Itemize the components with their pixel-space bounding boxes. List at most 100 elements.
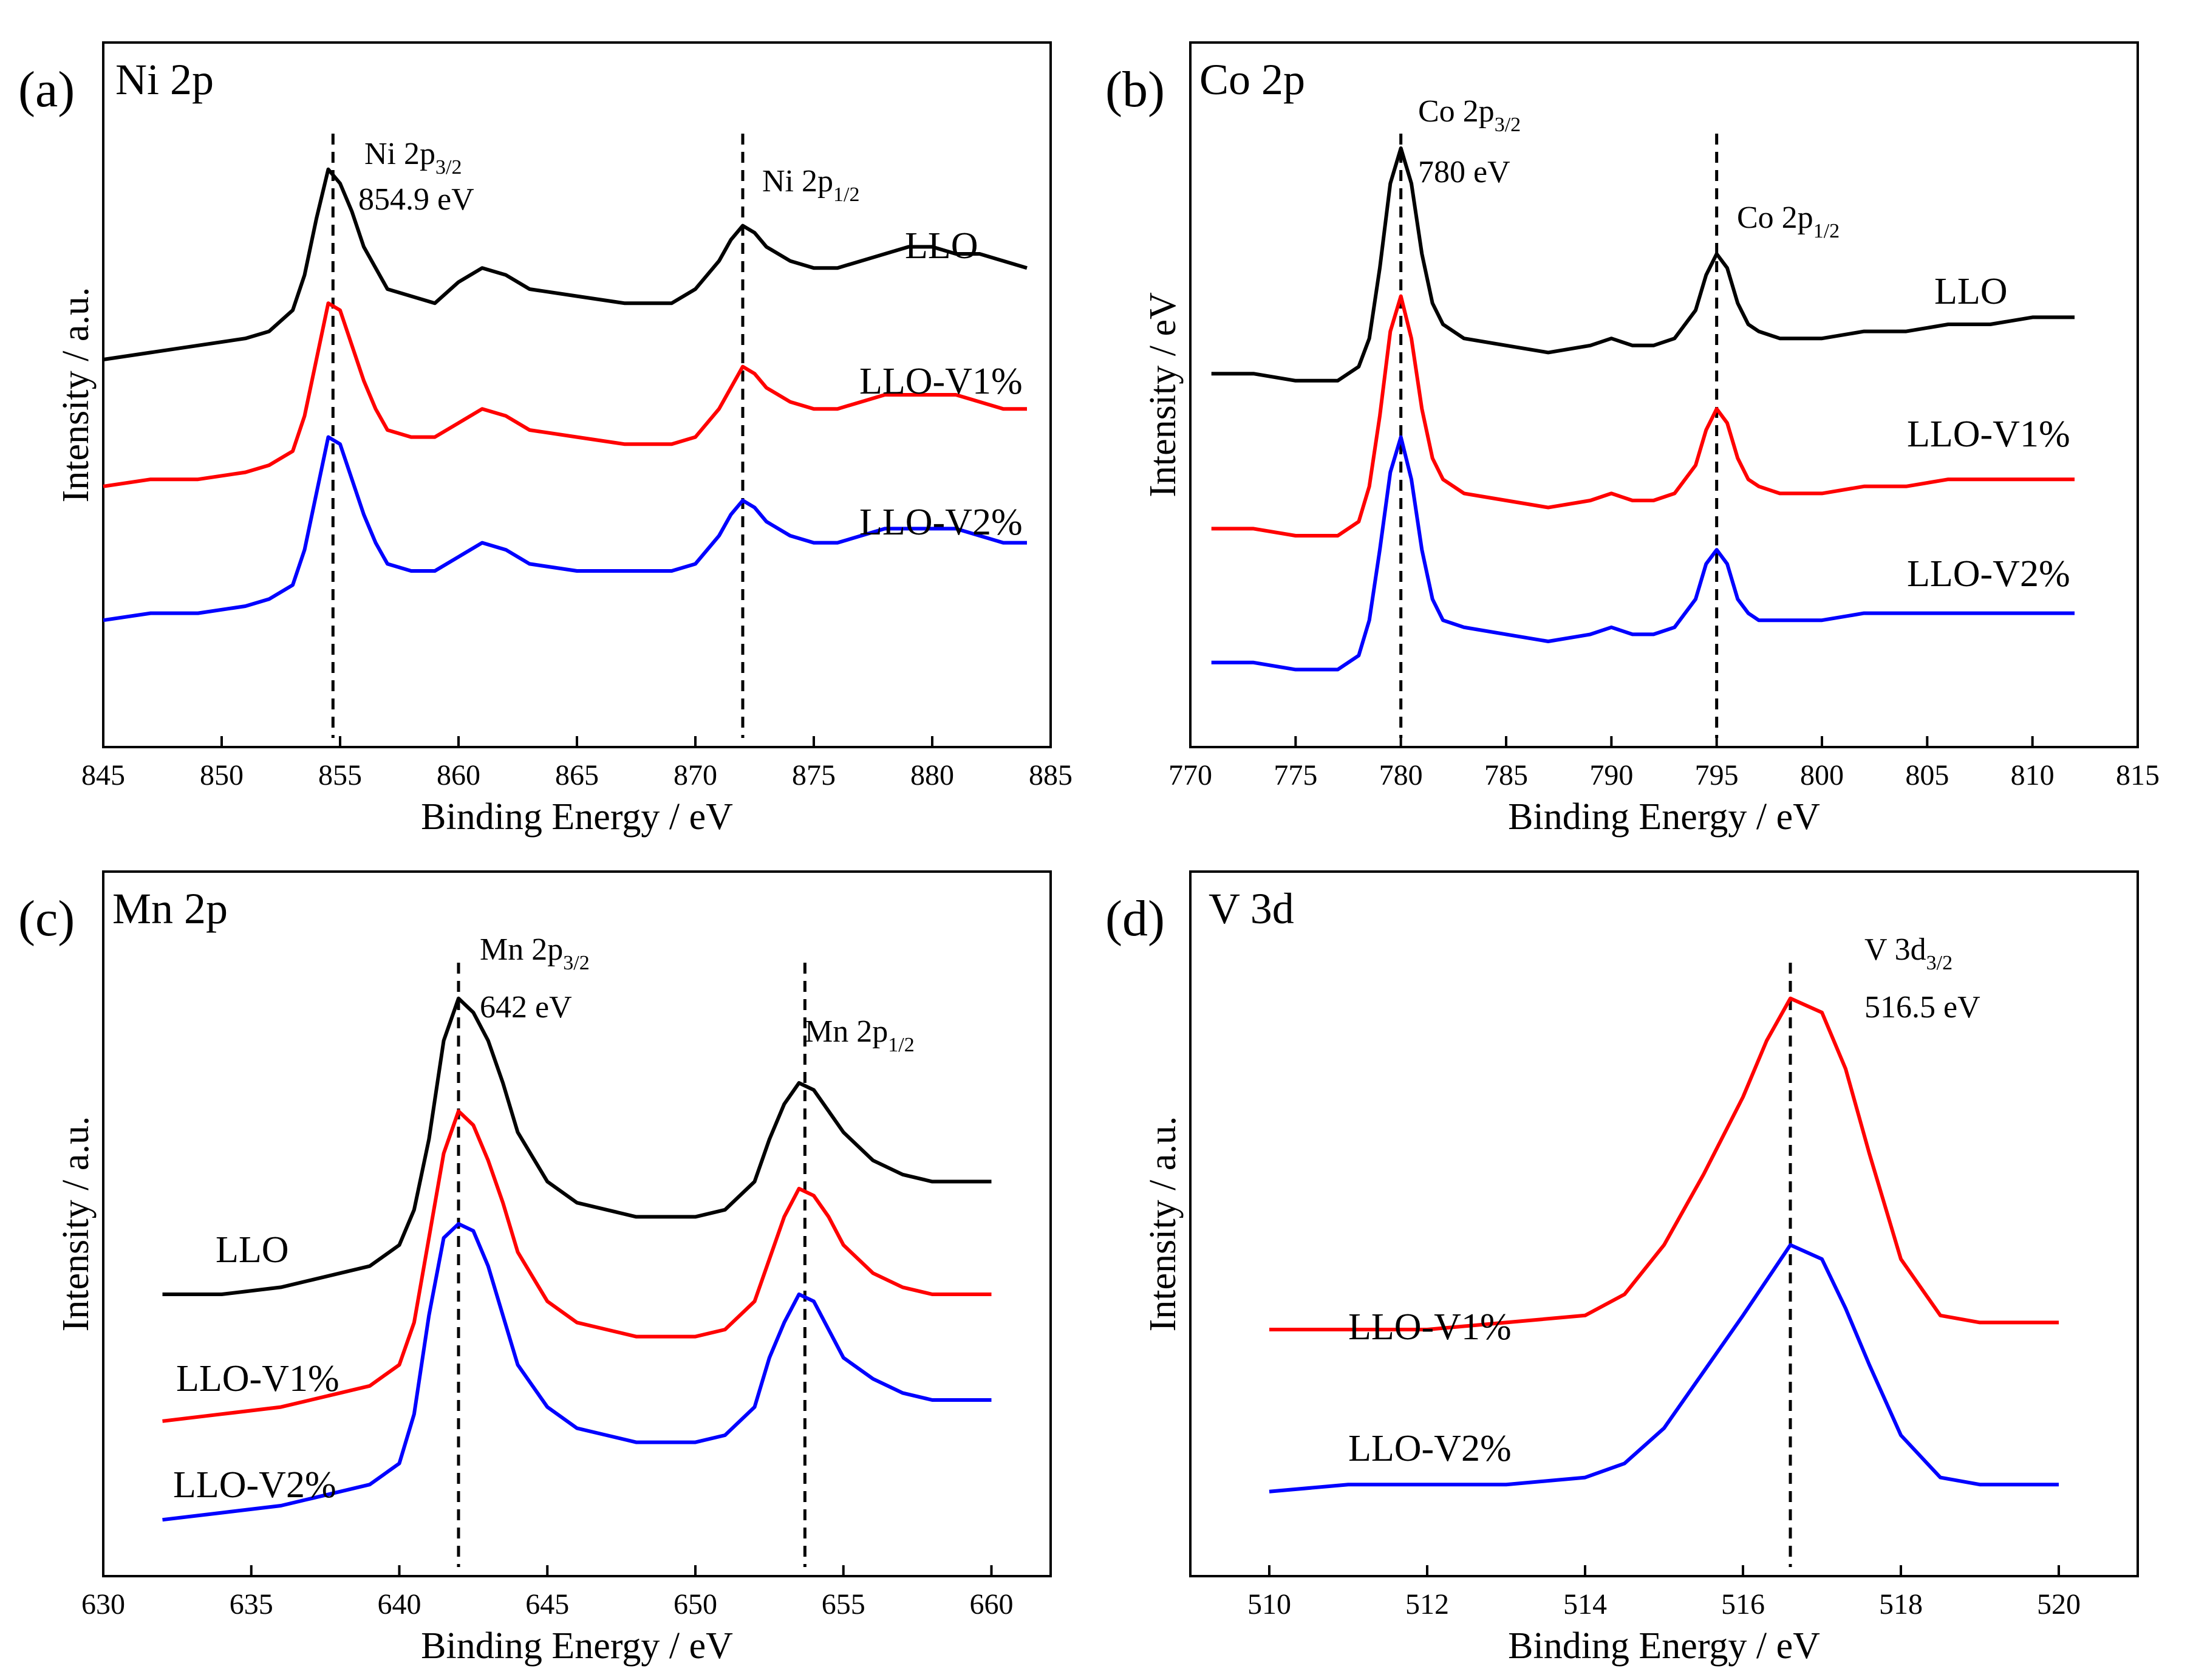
x-tick-label-c-640: 640 bbox=[378, 1588, 421, 1620]
panel-c: (c) Mn 2p Intensity / a.u. Binding Energ… bbox=[18, 870, 1052, 1667]
peak-energy-co-2p3: 780 eV bbox=[1418, 155, 1510, 190]
x-tick-label-a-875: 875 bbox=[792, 759, 836, 791]
x-tick-label-d-514: 514 bbox=[1563, 1588, 1607, 1620]
panel-c-ticks: 630 635 640 645 650 655 660 bbox=[81, 1565, 1014, 1620]
x-tick-label-b-815: 815 bbox=[2116, 759, 2160, 791]
panel-c-frame bbox=[102, 870, 1052, 1577]
peak-label-ni-2p3: Ni 2p3/2 bbox=[364, 137, 462, 179]
panel-c-series bbox=[162, 996, 992, 1522]
peak-label-co-2p3-base: Co 2p bbox=[1418, 94, 1495, 129]
panel-d-ticks: 510 512 514 516 518 520 bbox=[1247, 1565, 2081, 1620]
peak-label-ni-2p1-sub: 1/2 bbox=[833, 183, 859, 206]
legend-b-llo: LLO bbox=[1934, 271, 2008, 312]
legend-a-llo-v1: LLO-V1% bbox=[859, 361, 1023, 402]
panel-b-series bbox=[1211, 146, 2075, 672]
peak-label-ni-2p1: Ni 2p1/2 bbox=[762, 164, 859, 206]
x-tick-label-a-885: 885 bbox=[1029, 759, 1073, 791]
panel-a-title: Ni 2p bbox=[115, 55, 214, 104]
panel-b-annotations: Co 2p3/2 780 eV Co 2p1/2 LLO LLO-V1% LLO… bbox=[1418, 94, 2070, 595]
peak-energy-ni-2p3: 854.9 eV bbox=[358, 182, 474, 217]
legend-c-llo: LLO bbox=[216, 1229, 289, 1271]
peak-label-mn-2p1-base: Mn 2p bbox=[805, 1014, 888, 1049]
x-tick-label-a-850: 850 bbox=[200, 759, 244, 791]
panel-b-letter: (b) bbox=[1105, 61, 1165, 118]
peak-label-mn-2p1: Mn 2p1/2 bbox=[805, 1014, 915, 1056]
x-tick-label-c-650: 650 bbox=[674, 1588, 717, 1620]
peak-label-ni-2p3-sub: 3/2 bbox=[435, 156, 462, 179]
x-tick-label-a-845: 845 bbox=[81, 759, 125, 791]
panel-a-peak-lines bbox=[331, 134, 745, 738]
series-line-b-llo bbox=[1211, 146, 2075, 383]
x-tick-label-b-785: 785 bbox=[1484, 759, 1528, 791]
x-tick-label-d-520: 520 bbox=[2037, 1588, 2081, 1620]
panel-b-title: Co 2p bbox=[1199, 55, 1305, 104]
series-line-c-llo bbox=[162, 996, 992, 1296]
x-tick-label-a-855: 855 bbox=[318, 759, 362, 791]
panel-d-xlabel: Binding Energy / eV bbox=[1508, 1625, 1820, 1667]
peak-label-v-3d-base: V 3d bbox=[1864, 932, 1926, 967]
x-tick-label-b-795: 795 bbox=[1695, 759, 1739, 791]
series-line-c-llo-v2- bbox=[162, 1222, 992, 1522]
panel-c-peak-lines bbox=[457, 963, 807, 1567]
peak-label-co-2p1-sub: 1/2 bbox=[1813, 220, 1840, 242]
legend-a-llo: LLO bbox=[905, 225, 978, 267]
peak-label-co-2p1: Co 2p1/2 bbox=[1737, 200, 1840, 242]
x-tick-label-a-870: 870 bbox=[674, 759, 717, 791]
x-tick-label-b-805: 805 bbox=[1905, 759, 1949, 791]
x-tick-label-c-635: 635 bbox=[230, 1588, 273, 1620]
panel-c-letter: (c) bbox=[18, 890, 75, 947]
panel-c-xlabel: Binding Energy / eV bbox=[421, 1625, 733, 1667]
peak-label-v-3d: V 3d3/2 bbox=[1864, 932, 1953, 974]
panel-c-title: Mn 2p bbox=[112, 884, 228, 933]
panel-a-ticks: 845 850 855 860 865 870 875 880 885 bbox=[81, 736, 1073, 791]
panel-b-ticks: 770 775 780 785 790 795 800 805 810 815 bbox=[1168, 736, 2160, 791]
peak-energy-v-3d: 516.5 eV bbox=[1864, 990, 1980, 1025]
peak-label-ni-2p3-base: Ni 2p bbox=[364, 137, 435, 171]
legend-b-llo-v1: LLO-V1% bbox=[1907, 414, 2070, 455]
x-tick-label-c-655: 655 bbox=[822, 1588, 865, 1620]
peak-label-co-2p1-base: Co 2p bbox=[1737, 200, 1813, 235]
panel-a-annotations: Ni 2p3/2 854.9 eV Ni 2p1/2 LLO LLO-V1% L… bbox=[358, 137, 1023, 543]
x-tick-label-d-510: 510 bbox=[1247, 1588, 1291, 1620]
panel-a-letter: (a) bbox=[18, 61, 75, 118]
x-tick-label-b-775: 775 bbox=[1274, 759, 1317, 791]
panel-d-series bbox=[1269, 996, 2059, 1494]
legend-b-llo-v2: LLO-V2% bbox=[1907, 553, 2070, 595]
legend-a-llo-v2: LLO-V2% bbox=[859, 502, 1023, 543]
x-tick-label-a-880: 880 bbox=[910, 759, 954, 791]
x-tick-label-d-512: 512 bbox=[1405, 1588, 1449, 1620]
panel-c-annotations: Mn 2p3/2 642 eV Mn 2p1/2 LLO LLO-V1% LLO… bbox=[173, 932, 915, 1506]
series-line-c-llo-v1- bbox=[162, 1109, 992, 1423]
x-tick-label-a-860: 860 bbox=[437, 759, 480, 791]
peak-label-mn-2p1-sub: 1/2 bbox=[888, 1034, 914, 1056]
x-tick-label-d-518: 518 bbox=[1879, 1588, 1923, 1620]
panel-b-ylabel: Intensity / eV bbox=[1142, 292, 1184, 497]
x-tick-label-a-865: 865 bbox=[555, 759, 599, 791]
peak-label-mn-2p3-sub: 3/2 bbox=[563, 952, 589, 974]
series-line-d-llo-v2- bbox=[1269, 1243, 2059, 1494]
panel-b-frame bbox=[1189, 41, 2139, 748]
x-tick-label-b-780: 780 bbox=[1379, 759, 1423, 791]
panel-a-ylabel: Intensity / a.u. bbox=[55, 287, 97, 503]
peak-label-co-2p3: Co 2p3/2 bbox=[1418, 94, 1521, 136]
series-line-b-llo-v2- bbox=[1211, 435, 2075, 672]
panel-d-letter: (d) bbox=[1105, 890, 1165, 947]
panel-a: (a) Ni 2p Intensity / a.u. Binding Energ… bbox=[18, 41, 1073, 838]
x-tick-label-c-645: 645 bbox=[525, 1588, 569, 1620]
x-tick-label-b-790: 790 bbox=[1589, 759, 1633, 791]
series-line-a-llo-v1- bbox=[103, 301, 1027, 488]
panel-d-annotations: V 3d3/2 516.5 eV LLO-V1% LLO-V2% bbox=[1348, 932, 1980, 1469]
panel-d-frame bbox=[1189, 870, 2139, 1577]
panel-b-peak-lines bbox=[1399, 134, 1719, 738]
x-tick-label-c-630: 630 bbox=[81, 1588, 125, 1620]
panel-a-xlabel: Binding Energy / eV bbox=[421, 796, 733, 838]
legend-d-llo-v2: LLO-V2% bbox=[1348, 1428, 1512, 1469]
x-tick-label-c-660: 660 bbox=[970, 1588, 1014, 1620]
peak-label-mn-2p3-base: Mn 2p bbox=[480, 932, 563, 967]
x-tick-label-d-516: 516 bbox=[1721, 1588, 1765, 1620]
legend-d-llo-v1: LLO-V1% bbox=[1348, 1306, 1512, 1348]
panel-c-ylabel: Intensity / a.u. bbox=[55, 1116, 97, 1332]
series-line-a-llo bbox=[103, 167, 1028, 361]
peak-label-co-2p3-sub: 3/2 bbox=[1495, 114, 1521, 136]
